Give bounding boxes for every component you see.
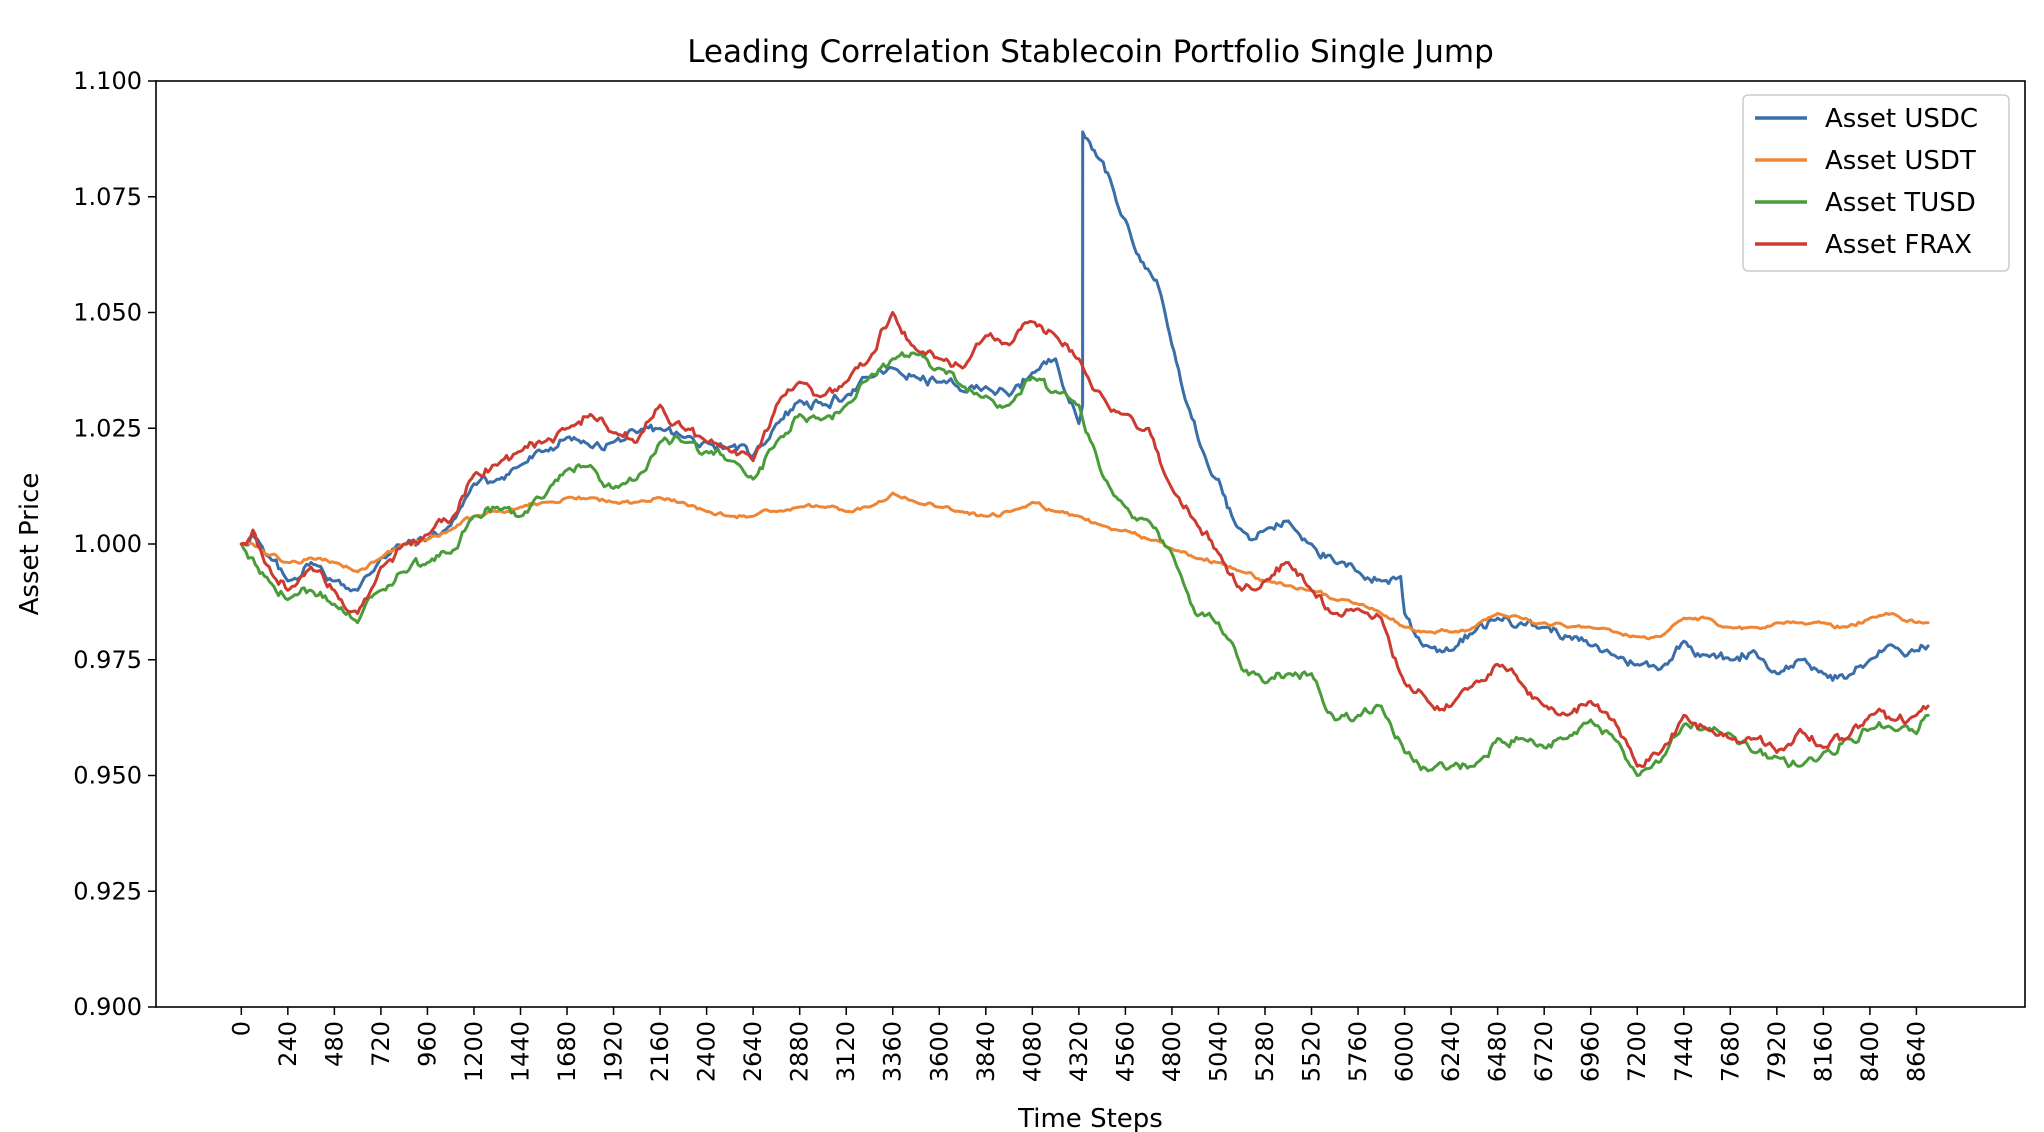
x-tick-label: 960 — [413, 1021, 441, 1067]
series-layer — [239, 130, 1930, 777]
series-line-asset-frax — [239, 311, 1930, 768]
x-tick-label: 6960 — [1577, 1021, 1605, 1082]
legend-label: Asset USDC — [1825, 104, 1978, 134]
x-tick-label: 2160 — [646, 1021, 674, 1082]
legend-label: Asset USDT — [1825, 146, 1976, 176]
x-tick-label: 4320 — [1065, 1021, 1093, 1082]
x-tick-label: 5520 — [1298, 1021, 1326, 1082]
series-line-asset-usdc — [239, 130, 1930, 682]
x-tick-label: 3840 — [972, 1021, 1000, 1082]
y-tick-label: 0.925 — [73, 877, 142, 905]
y-tick-label: 0.975 — [73, 646, 142, 674]
series-line-asset-usdt — [239, 491, 1930, 641]
y-tick-label: 1.025 — [73, 414, 142, 442]
legend-box — [1742, 94, 2010, 272]
x-tick-label: 6720 — [1530, 1021, 1558, 1082]
legend: Asset USDC Asset USDT Asset TUSD Asset FRAX — [1742, 94, 2010, 272]
y-tick-label: 1.075 — [73, 183, 142, 211]
x-tick-label: 0 — [227, 1021, 255, 1036]
x-tick-label: 480 — [320, 1021, 348, 1067]
x-tick-label: 5280 — [1251, 1021, 1279, 1082]
series-line-asset-tusd — [239, 351, 1930, 777]
ticks-layer: 0.900 0.925 0.950 0.975 1.000 1.025 1.050 1.075… — [73, 67, 1930, 1082]
x-tick-label: 3120 — [832, 1021, 860, 1082]
x-tick-label: 8400 — [1856, 1021, 1884, 1082]
x-tick-label: 6240 — [1437, 1021, 1465, 1082]
x-tick-label: 2880 — [786, 1021, 814, 1082]
x-tick-label: 1200 — [460, 1021, 488, 1082]
x-tick-label: 6480 — [1484, 1021, 1512, 1082]
x-tick-label: 8640 — [1902, 1021, 1930, 1082]
x-tick-label: 7920 — [1763, 1021, 1791, 1082]
x-tick-label: 4800 — [1158, 1021, 1186, 1082]
x-tick-label: 720 — [367, 1021, 395, 1067]
x-tick-label: 240 — [274, 1021, 302, 1067]
y-tick-label: 1.000 — [73, 530, 142, 558]
x-tick-label: 2400 — [693, 1021, 721, 1082]
legend-label: Asset FRAX — [1825, 230, 1972, 260]
x-tick-label: 3600 — [925, 1021, 953, 1082]
x-tick-label: 1440 — [506, 1021, 534, 1082]
y-tick-label: 1.100 — [73, 67, 142, 95]
x-tick-label: 5760 — [1344, 1021, 1372, 1082]
x-tick-label: 5040 — [1204, 1021, 1232, 1082]
y-tick-label: 0.900 — [73, 993, 142, 1021]
x-tick-label: 4560 — [1111, 1021, 1139, 1082]
x-tick-label: 3360 — [879, 1021, 907, 1082]
legend-label: Asset TUSD — [1825, 188, 1976, 218]
y-tick-label: 0.950 — [73, 762, 142, 790]
x-axis-label: Time Steps — [1017, 1104, 1163, 1132]
y-axis-label: Asset Price — [15, 473, 45, 616]
chart-title: Leading Correlation Stablecoin Portfolio… — [687, 34, 1494, 70]
x-tick-label: 2640 — [739, 1021, 767, 1082]
y-tick-label: 1.050 — [73, 299, 142, 327]
x-tick-label: 1680 — [553, 1021, 581, 1082]
x-tick-label: 8160 — [1809, 1021, 1837, 1082]
x-tick-label: 4080 — [1018, 1021, 1046, 1082]
x-tick-label: 6000 — [1391, 1021, 1419, 1082]
x-tick-label: 7200 — [1623, 1021, 1651, 1082]
x-tick-label: 7440 — [1670, 1021, 1698, 1082]
x-tick-label: 1920 — [600, 1021, 628, 1082]
x-tick-label: 7680 — [1716, 1021, 1744, 1082]
